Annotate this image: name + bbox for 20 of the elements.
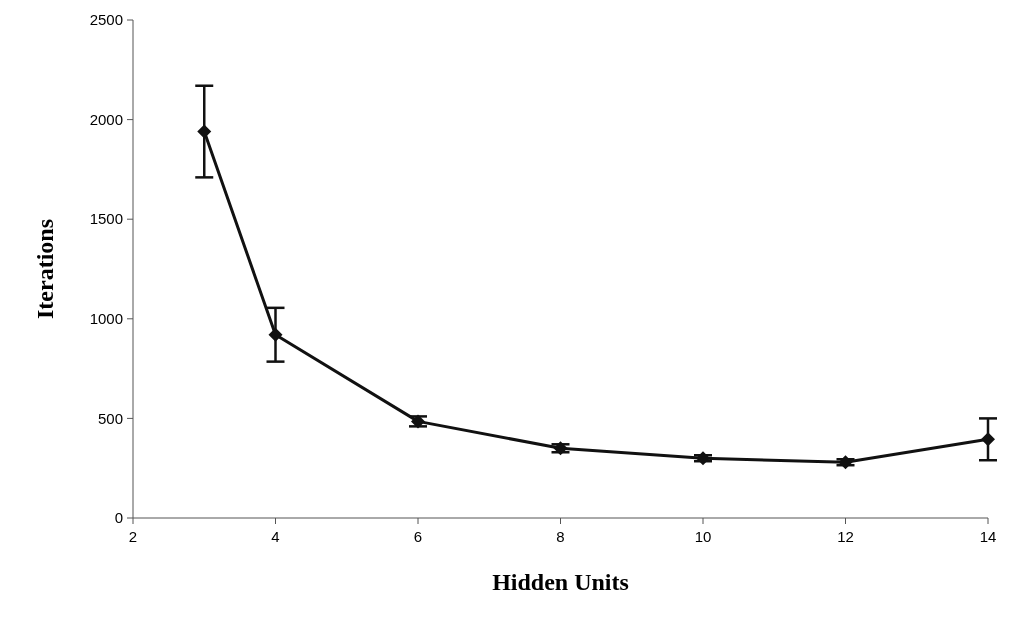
point — [696, 451, 710, 466]
x-tick-label: 12 — [837, 528, 854, 545]
x-tick-label: 4 — [271, 528, 280, 545]
x-axis-title: Hidden Units — [492, 569, 629, 595]
y-tick-label: 0 — [114, 509, 123, 527]
x-tick-label: 2 — [128, 528, 138, 545]
x-tick-label: 6 — [413, 528, 423, 545]
point — [268, 327, 283, 342]
x-tick-label: 14 — [979, 528, 997, 545]
y-tick-label: 1500 — [89, 210, 123, 228]
point — [981, 432, 995, 447]
x-tick-label: 10 — [694, 528, 712, 545]
x-tick-label: 8 — [556, 528, 565, 545]
y-tick-label: 1000 — [89, 310, 123, 328]
y-tick-label: 2500 — [89, 11, 123, 29]
y-tick-label: 2000 — [89, 110, 123, 128]
point — [411, 414, 425, 429]
y-axis-title: Iterations — [32, 219, 58, 319]
point — [197, 124, 212, 139]
y-tick-label: 500 — [97, 409, 123, 427]
